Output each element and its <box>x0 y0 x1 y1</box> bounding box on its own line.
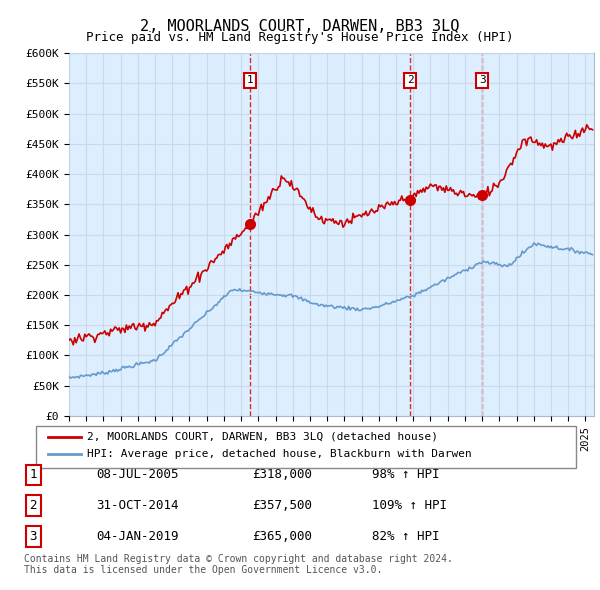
Text: 98% ↑ HPI: 98% ↑ HPI <box>372 468 439 481</box>
Text: £318,000: £318,000 <box>252 468 312 481</box>
Text: 3: 3 <box>479 76 485 86</box>
Text: 2: 2 <box>29 499 37 512</box>
Text: 31-OCT-2014: 31-OCT-2014 <box>96 499 179 512</box>
Text: 08-JUL-2005: 08-JUL-2005 <box>96 468 179 481</box>
Text: £357,500: £357,500 <box>252 499 312 512</box>
Text: Contains HM Land Registry data © Crown copyright and database right 2024.
This d: Contains HM Land Registry data © Crown c… <box>24 553 453 575</box>
Text: HPI: Average price, detached house, Blackburn with Darwen: HPI: Average price, detached house, Blac… <box>87 450 472 459</box>
Text: 109% ↑ HPI: 109% ↑ HPI <box>372 499 447 512</box>
Text: 3: 3 <box>29 530 37 543</box>
Text: £365,000: £365,000 <box>252 530 312 543</box>
Text: 1: 1 <box>247 76 253 86</box>
Text: Price paid vs. HM Land Registry's House Price Index (HPI): Price paid vs. HM Land Registry's House … <box>86 31 514 44</box>
Text: 82% ↑ HPI: 82% ↑ HPI <box>372 530 439 543</box>
Text: 1: 1 <box>29 468 37 481</box>
Text: 04-JAN-2019: 04-JAN-2019 <box>96 530 179 543</box>
Text: 2, MOORLANDS COURT, DARWEN, BB3 3LQ: 2, MOORLANDS COURT, DARWEN, BB3 3LQ <box>140 19 460 34</box>
Text: 2: 2 <box>407 76 414 86</box>
Text: 2, MOORLANDS COURT, DARWEN, BB3 3LQ (detached house): 2, MOORLANDS COURT, DARWEN, BB3 3LQ (det… <box>87 432 438 441</box>
